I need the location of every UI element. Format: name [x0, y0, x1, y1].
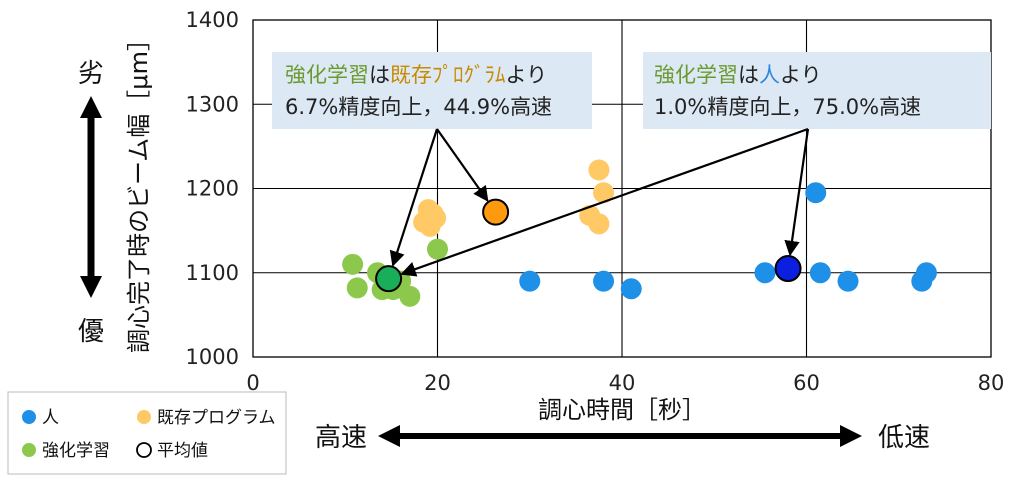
legend-marker-rl	[22, 443, 36, 457]
annotation-line2: 6.7%精度向上，44.9%高速	[285, 95, 552, 119]
annotation-fragment: は	[369, 63, 390, 87]
annotation-fragment: 人	[759, 63, 780, 87]
y-tick-label: 1200	[186, 177, 239, 201]
annotation-fragment: 既存ﾌﾟﾛｸﾞﾗﾑ	[390, 63, 506, 87]
point-rl	[342, 253, 364, 275]
better-label: 優	[78, 317, 104, 347]
point-human	[809, 262, 831, 284]
mean-marker-rl	[375, 265, 403, 293]
annotation-fragment: より	[780, 63, 822, 87]
annotation-box	[272, 52, 592, 129]
y-tick-label: 1000	[186, 345, 239, 369]
point-human	[620, 278, 642, 300]
x-tick-label: 60	[793, 371, 820, 395]
point-human	[754, 262, 776, 284]
mean-marker-human	[774, 255, 802, 283]
annotation-line1: 強化学習は人より	[654, 63, 822, 87]
annotations: 強化学習は既存ﾌﾟﾛｸﾞﾗﾑより6.7%精度向上，44.9%高速強化学習は人より…	[272, 52, 991, 277]
mean-markers	[375, 198, 802, 293]
vertical-double-arrow	[80, 96, 102, 298]
legend: 人 既存プログラム 強化学習 平均値	[7, 391, 287, 475]
point-human	[805, 182, 827, 204]
point-human	[593, 270, 615, 292]
point-existing-program	[593, 182, 615, 204]
y-tick-label: 1400	[186, 8, 239, 32]
point-human	[837, 270, 859, 292]
point-existing-program	[588, 159, 610, 181]
x-axis-title: 調心時間［秒］	[538, 396, 706, 424]
mean-marker-existing-program	[482, 198, 510, 226]
horizontal-double-arrow	[378, 425, 862, 447]
slow-label: 低速	[878, 423, 930, 453]
y-axis-title: 調心完了時のビーム幅［μm］	[125, 27, 153, 353]
y-tick-label: 1300	[186, 92, 239, 116]
annotation-box	[643, 52, 991, 129]
legend-label-mean: 平均値	[157, 441, 208, 461]
x-tick-label: 0	[246, 371, 259, 395]
legend-frame	[7, 391, 287, 475]
point-existing-program	[588, 213, 610, 235]
legend-label-human: 人	[42, 408, 59, 428]
worse-label: 劣	[78, 59, 104, 89]
legend-label-existing-program: 既存プログラム	[157, 408, 276, 428]
point-human	[519, 270, 541, 292]
annotation-line1: 強化学習は既存ﾌﾟﾛｸﾞﾗﾑより	[285, 63, 547, 87]
fast-label: 高速	[315, 423, 367, 453]
annotation-fragment: より	[506, 63, 548, 87]
legend-marker-human	[22, 410, 36, 424]
annotation-fragment: は	[738, 63, 759, 87]
x-tick-label: 20	[424, 371, 451, 395]
x-tick-label: 40	[609, 371, 636, 395]
annotation-arrow	[784, 128, 810, 257]
point-human	[915, 262, 937, 284]
annotation-arrow	[436, 128, 489, 202]
y-tick-label: 1100	[186, 261, 239, 285]
annotation-arrow	[389, 128, 439, 267]
annotation-fragment: 強化学習	[285, 63, 369, 87]
point-rl	[346, 277, 368, 299]
legend-marker-existing-program	[137, 410, 151, 424]
x-tick-label: 80	[978, 371, 1005, 395]
legend-label-rl: 強化学習	[42, 441, 110, 461]
annotation-fragment: 強化学習	[654, 63, 738, 87]
tick-labels: 1000 1100 1200 1300 1400 0 20 40 60 80	[186, 8, 1005, 395]
legend-marker-mean	[136, 442, 152, 458]
point-rl	[399, 285, 421, 307]
annotation-arrow	[400, 127, 809, 277]
point-existing-program	[425, 207, 447, 229]
annotation-line2: 1.0%精度向上，75.0%高速	[654, 95, 921, 119]
point-rl	[427, 238, 448, 260]
